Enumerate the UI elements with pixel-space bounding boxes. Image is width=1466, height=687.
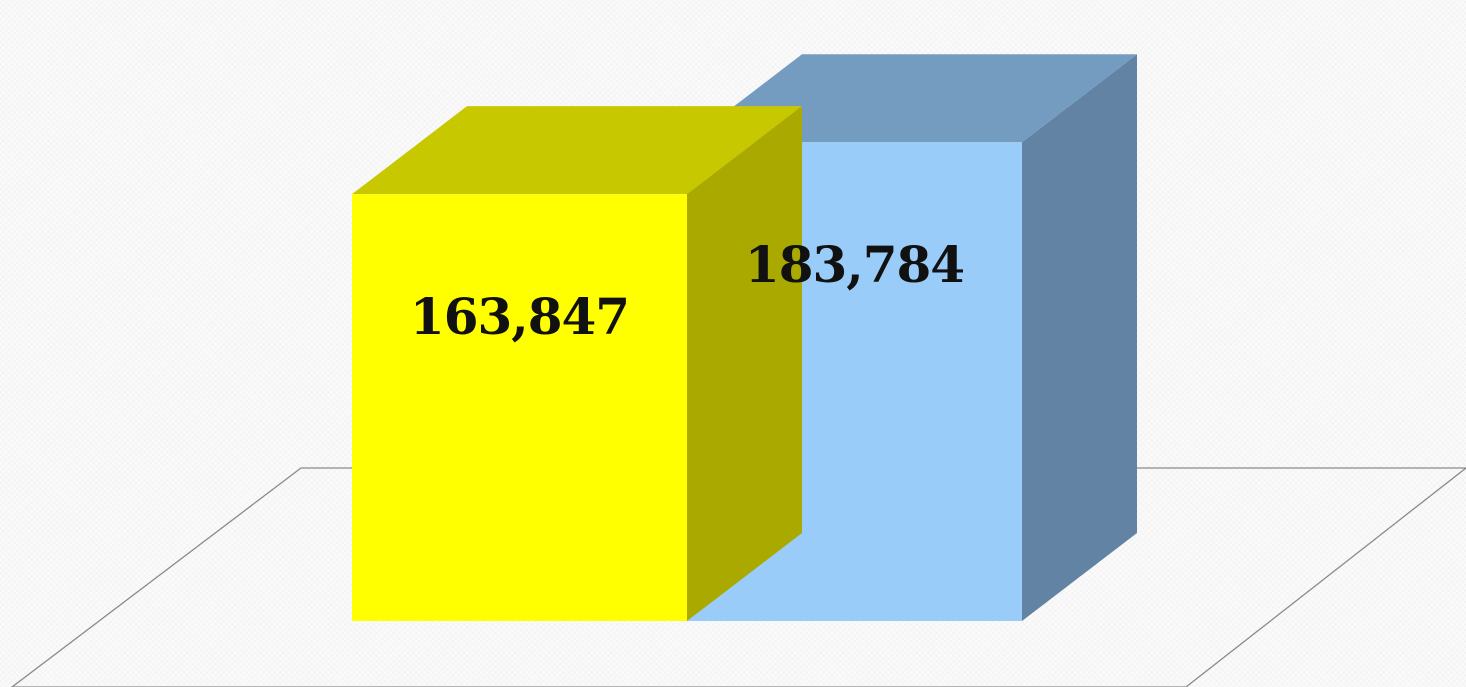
bar-1 bbox=[352, 106, 802, 621]
data-labels-layer: 183,784 163,847 bbox=[410, 235, 965, 346]
bar-1-top-face bbox=[352, 106, 802, 195]
bars-layer bbox=[352, 54, 1137, 622]
bar-1-front-face bbox=[352, 194, 687, 621]
data-label-2: 183,784 bbox=[745, 235, 964, 294]
bar-2-side-face bbox=[1022, 54, 1137, 622]
bar-1-side-face bbox=[687, 106, 802, 621]
data-label-1: 163,847 bbox=[410, 287, 629, 346]
